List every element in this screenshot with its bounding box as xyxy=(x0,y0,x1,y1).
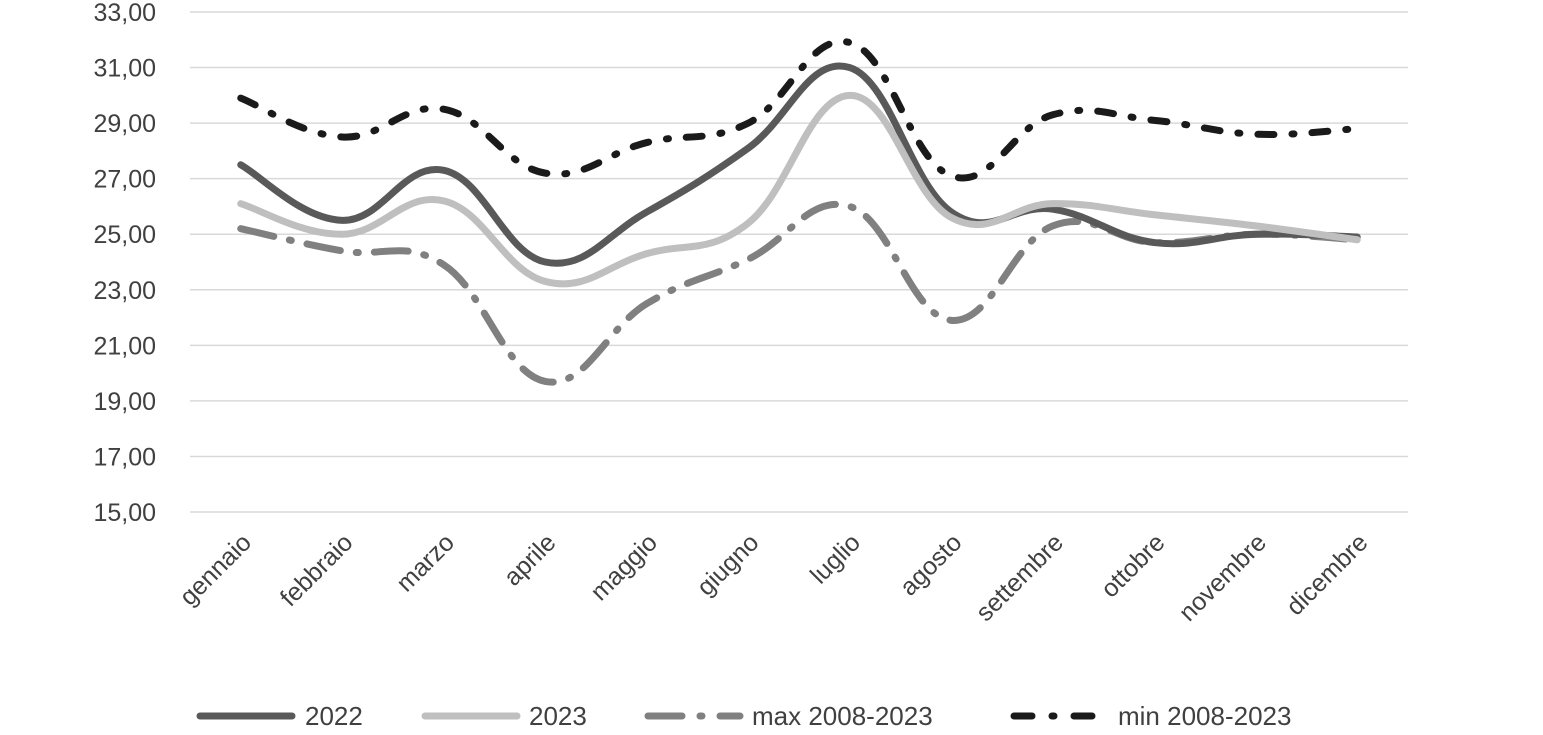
legend-label: min 2008-2023 xyxy=(1118,701,1291,731)
y-tick-label: 29,00 xyxy=(93,110,156,138)
y-tick-label: 27,00 xyxy=(93,166,156,194)
x-tick-label: febbraio xyxy=(275,528,359,612)
x-axis-ticks: gennaio febbraio marzo aprile maggio giugno lu… xyxy=(174,528,1373,626)
series-lines xyxy=(237,38,1361,386)
series-line-max-2008-2023 xyxy=(237,201,1361,386)
y-tick-label: 23,00 xyxy=(93,277,156,305)
x-tick-label: gennaio xyxy=(174,528,257,611)
x-tick-label: luglio xyxy=(805,528,866,589)
y-axis-ticks: 15,00 17,00 19,00 21,00 23,00 25,00 27,00 29,00… xyxy=(93,0,156,527)
x-tick-label: aprile xyxy=(498,528,561,591)
x-tick-label: settembre xyxy=(971,528,1069,626)
y-tick-label: 31,00 xyxy=(93,55,156,83)
series-line-2022 xyxy=(237,62,1361,267)
y-tick-label: 15,00 xyxy=(93,499,156,527)
y-tick-label: 17,00 xyxy=(93,443,156,471)
x-tick-label: marzo xyxy=(391,528,460,597)
series-line-min-2008-2023 xyxy=(237,38,1361,182)
y-tick-label: 25,00 xyxy=(93,221,156,249)
x-tick-label: agosto xyxy=(895,528,968,601)
gridlines xyxy=(190,11,1408,513)
x-tick-label: novembre xyxy=(1174,528,1272,626)
series-line-2023 xyxy=(237,91,1361,288)
legend-label: 2023 xyxy=(529,701,587,731)
y-tick-label: 21,00 xyxy=(93,332,156,360)
y-tick-label: 33,00 xyxy=(93,0,156,27)
x-tick-label: ottobre xyxy=(1096,528,1171,603)
legend: 2022 2023 max 2008-2023 min 2008-2023 xyxy=(196,701,1291,731)
x-tick-label: maggio xyxy=(585,528,663,606)
legend-label: max 2008-2023 xyxy=(752,701,933,731)
legend-label: 2022 xyxy=(305,701,363,731)
y-tick-label: 19,00 xyxy=(93,388,156,416)
x-tick-label: dicembre xyxy=(1281,528,1374,621)
x-tick-label: giugno xyxy=(692,528,765,601)
